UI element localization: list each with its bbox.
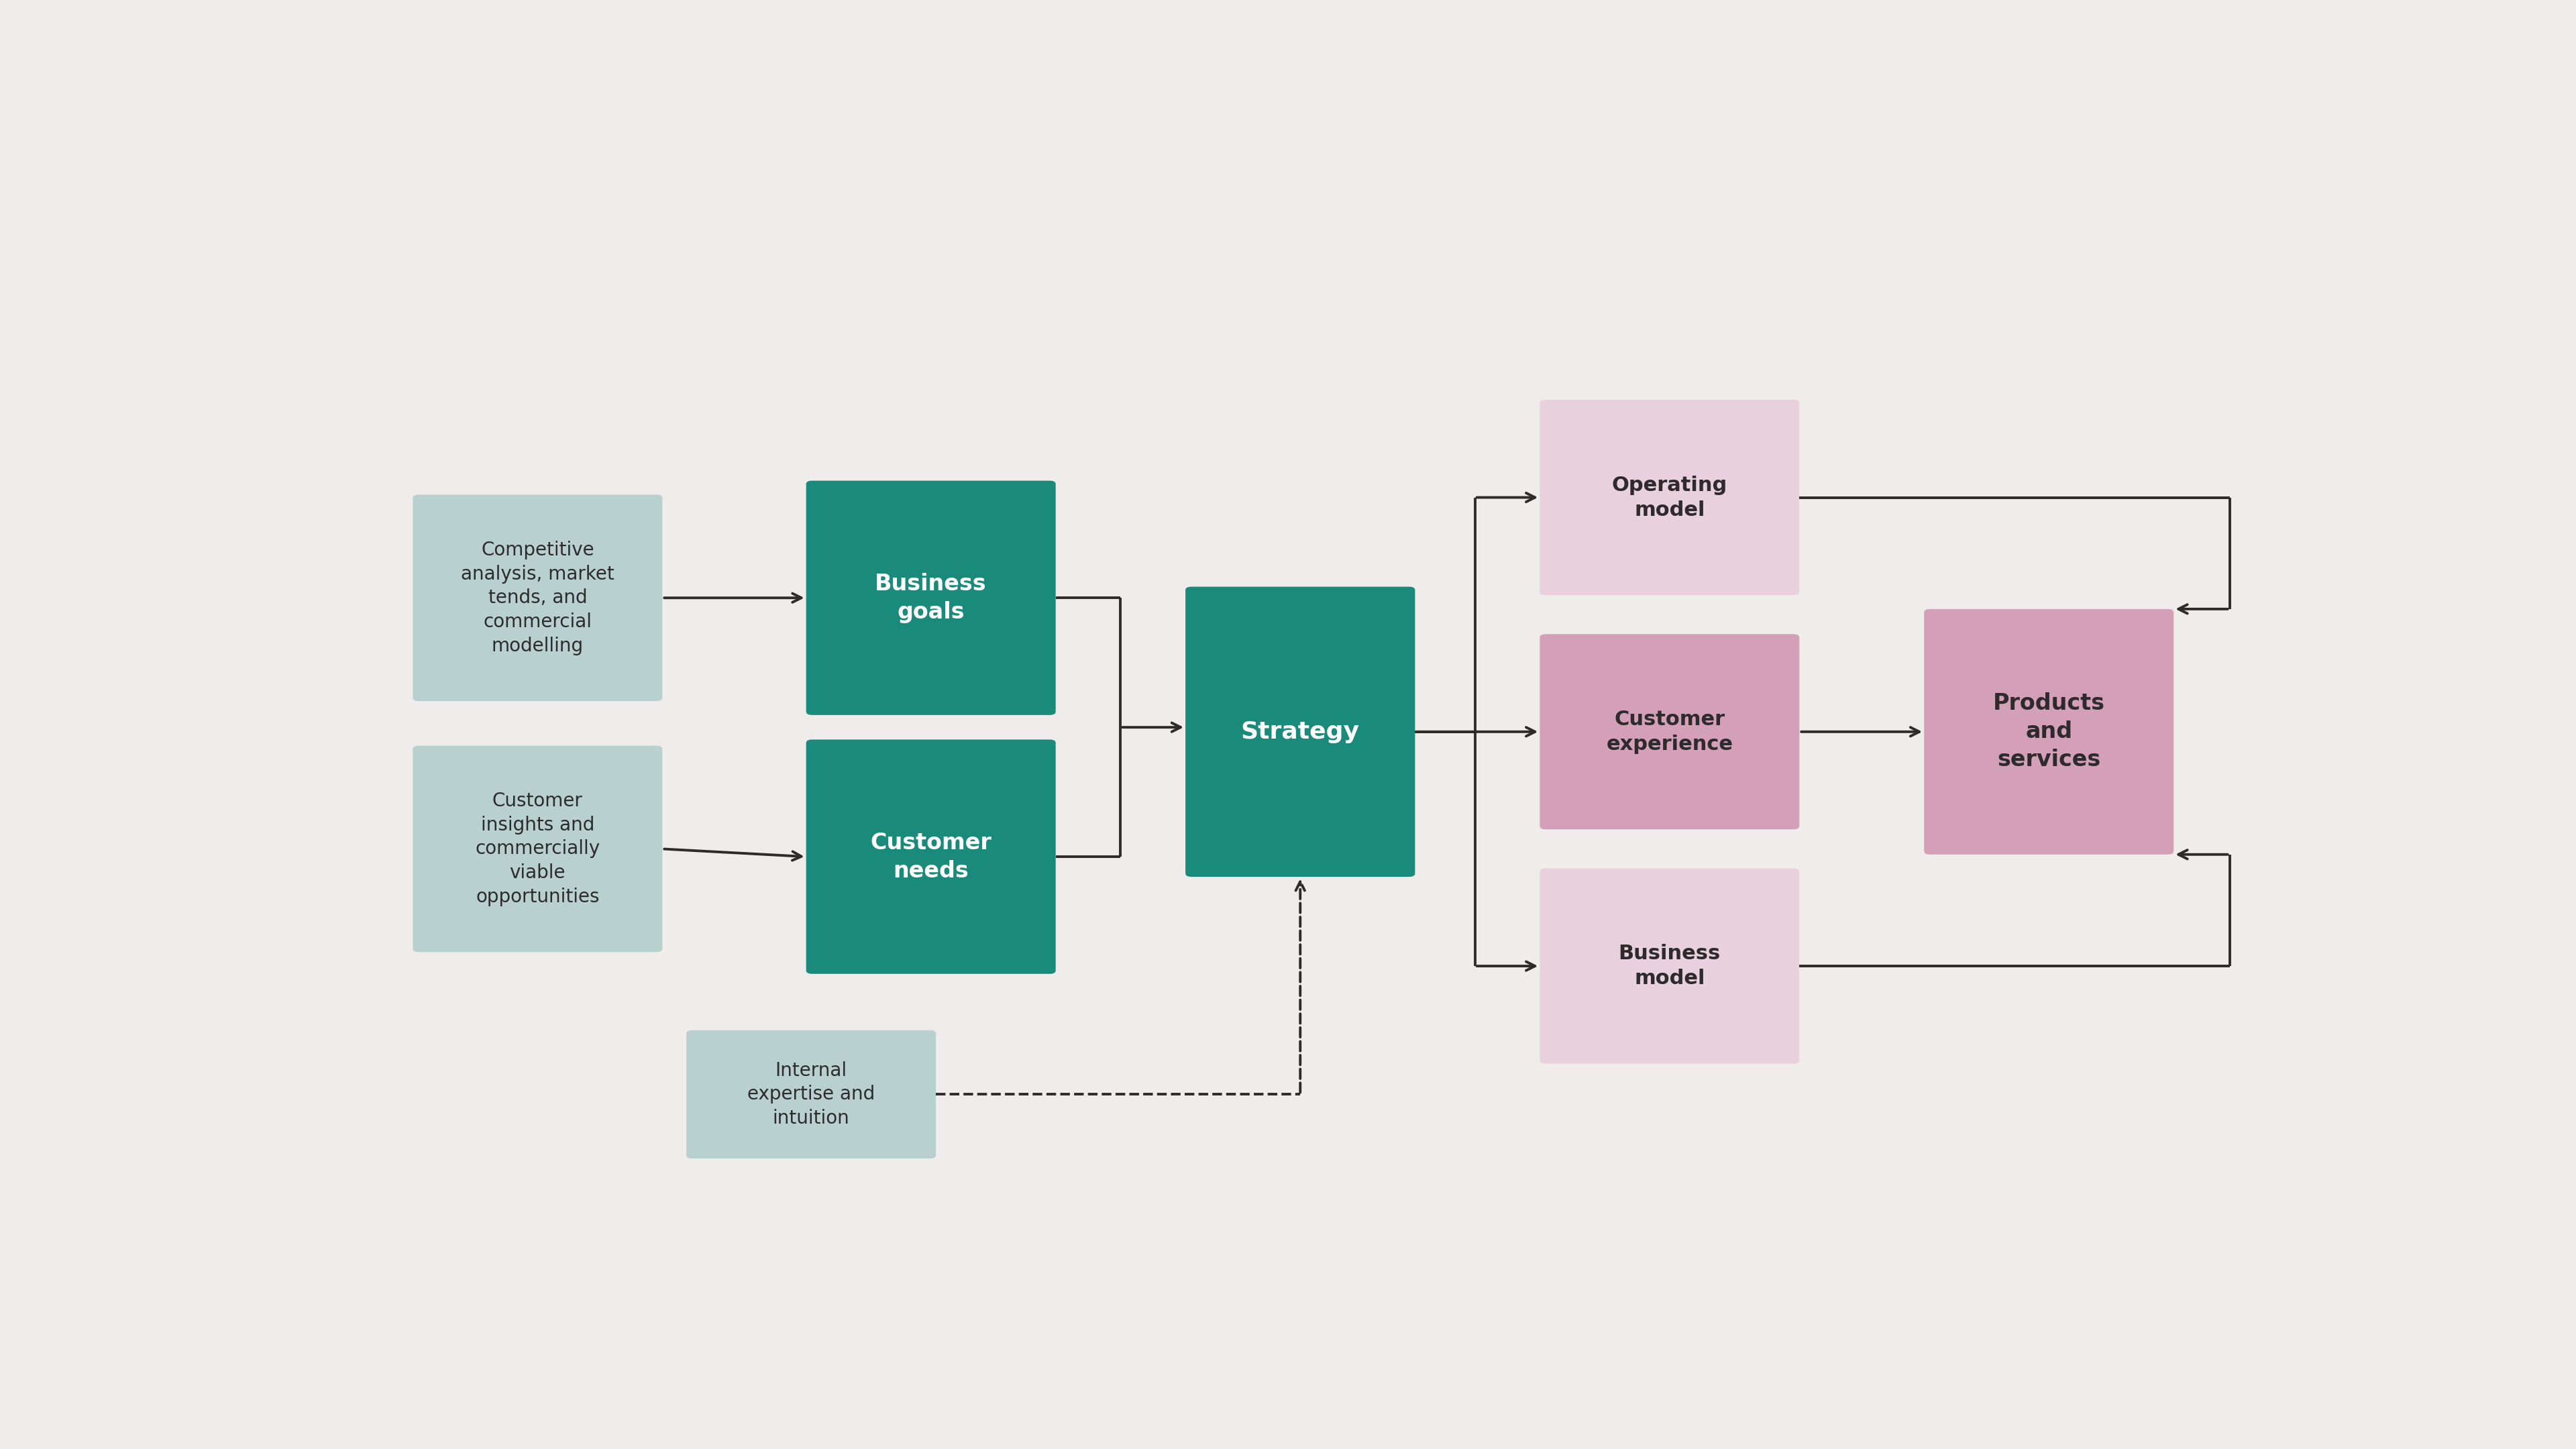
Text: Business
goals: Business goals <box>876 572 987 623</box>
Text: Customer
insights and
commercially
viable
opportunities: Customer insights and commercially viabl… <box>474 791 600 906</box>
FancyBboxPatch shape <box>685 1030 935 1159</box>
Text: Customer
needs: Customer needs <box>871 832 992 882</box>
FancyBboxPatch shape <box>1185 587 1414 877</box>
Text: Strategy: Strategy <box>1242 720 1360 743</box>
Text: Customer
experience: Customer experience <box>1607 710 1734 753</box>
FancyBboxPatch shape <box>806 481 1056 714</box>
FancyBboxPatch shape <box>1924 609 2174 855</box>
Text: Operating
model: Operating model <box>1613 475 1728 520</box>
Text: Products
and
services: Products and services <box>1994 693 2105 771</box>
FancyBboxPatch shape <box>412 746 662 952</box>
Text: Competitive
analysis, market
tends, and
commercial
modelling: Competitive analysis, market tends, and … <box>461 540 613 655</box>
FancyBboxPatch shape <box>1540 635 1798 829</box>
FancyBboxPatch shape <box>806 739 1056 974</box>
FancyBboxPatch shape <box>412 494 662 701</box>
FancyBboxPatch shape <box>1540 400 1798 596</box>
FancyBboxPatch shape <box>1540 868 1798 1064</box>
Text: Internal
expertise and
intuition: Internal expertise and intuition <box>747 1061 876 1127</box>
Text: Business
model: Business model <box>1618 943 1721 988</box>
